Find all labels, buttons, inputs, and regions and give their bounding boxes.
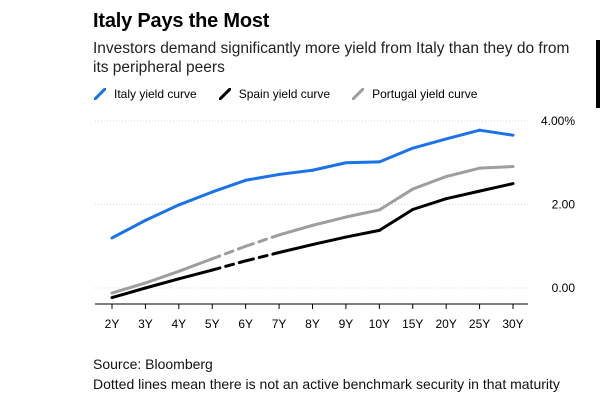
legend-swatch-spain: [218, 88, 231, 100]
legend-swatch-portugal: [352, 88, 365, 100]
legend-swatch-line-italy: [94, 88, 106, 100]
y-tick-label: 4.00%: [541, 114, 575, 128]
chart-title: Italy Pays the Most: [93, 10, 270, 32]
series-segment-portugal: [244, 233, 281, 248]
series-segment-italy: [444, 128, 482, 141]
series-segment-spain: [444, 189, 482, 201]
x-tick-label: 20Y: [435, 317, 456, 331]
legend-item-spain: Spain yield curve: [218, 87, 331, 101]
x-tick-label: 30Y: [502, 317, 523, 331]
series-segment-spain: [277, 243, 314, 255]
x-tick-label: 25Y: [469, 317, 490, 331]
x-tick-label: 2Y: [105, 317, 120, 331]
chart-legend: Italy yield curve Spain yield curve Port…: [94, 87, 499, 101]
legend-swatch-italy: [94, 88, 106, 100]
dotted-line-note: Dotted lines mean there is not an active…: [93, 376, 560, 392]
x-tick-label: 15Y: [402, 317, 423, 331]
series-segment-portugal: [344, 208, 381, 219]
series-segment-italy: [411, 137, 448, 150]
legend-item-italy: Italy yield curve: [94, 87, 197, 101]
series-segment-spain: [210, 259, 248, 272]
legend-label-spain: Spain yield curve: [238, 87, 331, 101]
x-tick-label: 6Y: [238, 317, 253, 331]
series-segment-italy: [277, 168, 314, 176]
series-segment-portugal: [143, 269, 181, 285]
series-segment-portugal: [478, 165, 515, 170]
series-segment-italy: [210, 178, 248, 194]
series-segment-spain: [143, 277, 181, 290]
series-segment-portugal: [277, 223, 314, 237]
series-segment-spain: [377, 208, 415, 232]
legend-label-portugal: Portugal yield curve: [372, 87, 478, 101]
series-segment-spain: [177, 268, 214, 281]
legend-item-portugal: Portugal yield curve: [352, 87, 477, 101]
legend-swatch-line-spain: [218, 88, 231, 100]
y-tick-label: 0.00: [552, 281, 576, 295]
series-segment-italy: [311, 161, 348, 172]
x-tick-label: 5Y: [205, 317, 220, 331]
series-segment-spain: [411, 197, 448, 212]
source-note: Source: Bloomberg: [93, 356, 213, 372]
series-segment-spain: [110, 286, 147, 300]
x-tick-label: 3Y: [138, 317, 153, 331]
series-segment-portugal: [377, 187, 415, 212]
series-segment-spain: [478, 182, 515, 193]
series-segment-italy: [177, 190, 214, 207]
series-segment-italy: [478, 128, 515, 137]
x-tick-label: 9Y: [339, 317, 354, 331]
series-segment-italy: [377, 146, 415, 164]
y-tick-label: 2.00: [552, 198, 576, 212]
chart-subtitle: Investors demand significantly more yiel…: [93, 40, 570, 76]
x-tick-label: 8Y: [305, 317, 320, 331]
series-segment-italy: [143, 203, 181, 222]
series-segment-italy: [244, 172, 281, 182]
series-segment-spain: [244, 251, 281, 263]
series-segment-portugal: [311, 215, 348, 227]
legend-label-italy: Italy yield curve: [114, 87, 197, 101]
series-segment-italy: [344, 160, 381, 165]
series-segment-portugal: [110, 281, 147, 295]
series-segment-portugal: [444, 166, 482, 179]
series-segment-spain: [344, 228, 381, 239]
legend-swatch-line-portugal: [352, 88, 365, 100]
series-segment-portugal: [177, 257, 214, 273]
edge-accent-bar: [596, 40, 600, 108]
series-segment-portugal: [210, 244, 248, 261]
series-segment-italy: [110, 218, 147, 240]
x-tick-label: 4Y: [171, 317, 186, 331]
series-segment-spain: [311, 235, 348, 247]
x-tick-label: 10Y: [369, 317, 390, 331]
x-tick-label: 7Y: [272, 317, 287, 331]
series-segment-portugal: [411, 175, 448, 191]
